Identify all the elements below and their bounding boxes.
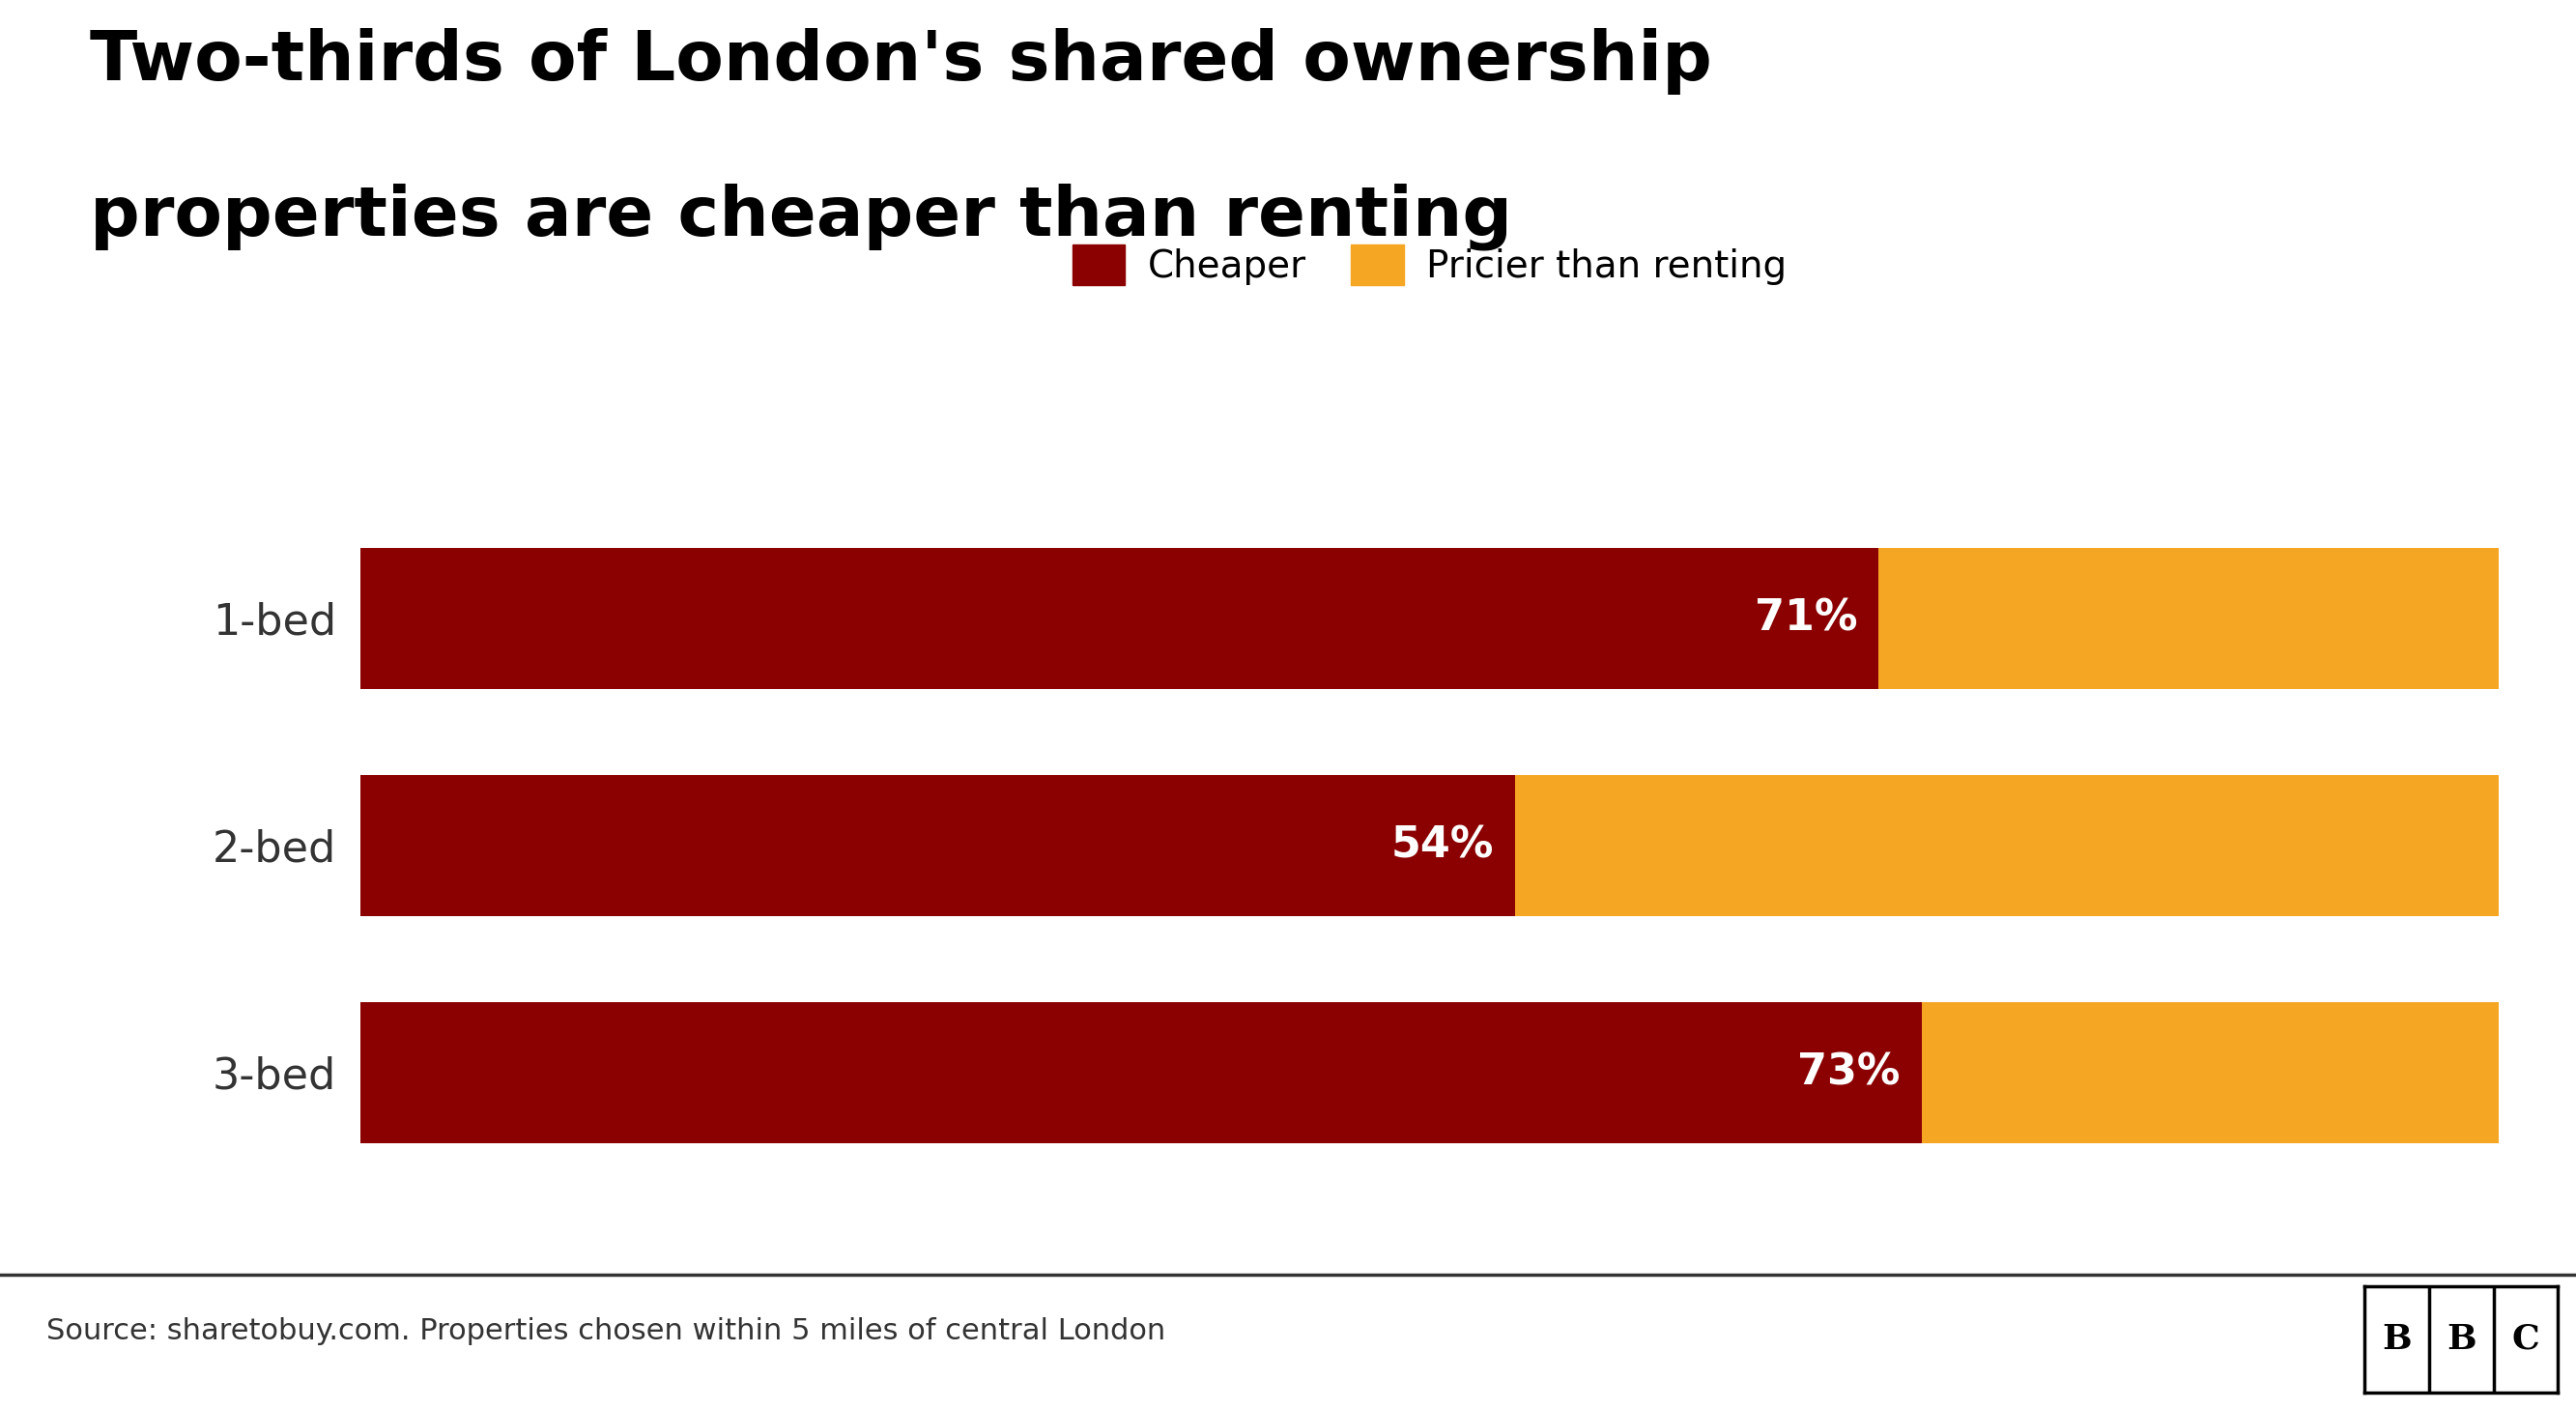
Text: properties are cheaper than renting: properties are cheaper than renting [90,183,1512,251]
Bar [1515,775,2499,916]
Text: 73%: 73% [1798,1053,1901,1093]
Text: C: C [2512,1323,2540,1355]
Bar [361,775,1515,916]
Bar [1922,1002,2499,1143]
Text: Two-thirds of London's shared ownership: Two-thirds of London's shared ownership [90,28,1713,94]
Text: B: B [2447,1323,2476,1355]
Text: B: B [2383,1323,2411,1355]
Text: Source: sharetobuy.com. Properties chosen within 5 miles of central London: Source: sharetobuy.com. Properties chose… [46,1317,1164,1346]
Bar [1878,548,2499,689]
Legend: Cheaper, Pricier than renting: Cheaper, Pricier than renting [1072,244,1788,285]
Bar [361,1002,1922,1143]
Text: 71%: 71% [1754,597,1857,638]
Text: 54%: 54% [1391,824,1494,867]
Bar [361,548,1878,689]
